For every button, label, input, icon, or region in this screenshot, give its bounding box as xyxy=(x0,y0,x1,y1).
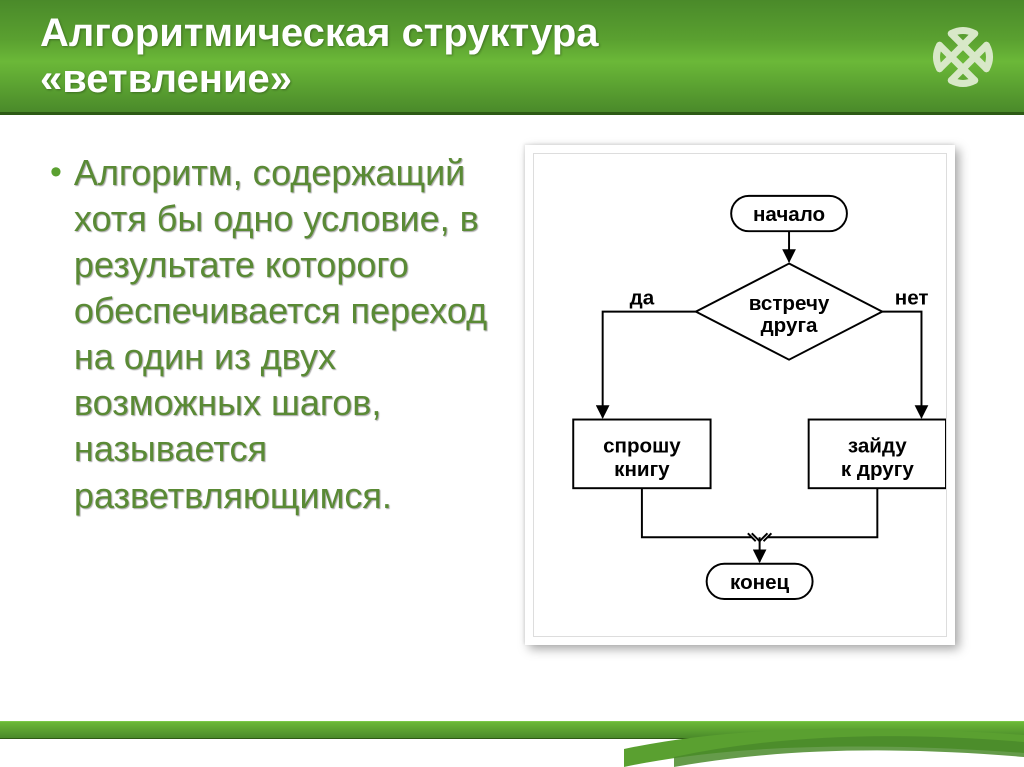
slide-title: Алгоритмическая структура «ветвление» xyxy=(40,10,994,102)
edge-label-yes: да xyxy=(630,287,655,310)
body-text: Алгоритм, содержащий хотя бы одно услови… xyxy=(74,150,510,519)
bullet-marker-icon: • xyxy=(50,152,62,193)
edge-cond-no xyxy=(882,312,921,418)
node-no-label-2: к другу xyxy=(841,458,914,481)
title-line-1: Алгоритмическая структура xyxy=(40,11,599,55)
title-line-2: «ветвление» xyxy=(40,57,292,101)
text-column: • Алгоритм, содержащий хотя бы одно усло… xyxy=(50,145,510,655)
flowchart-container: начало встречу друга да нет спрошу книгу xyxy=(533,153,947,637)
knot-logo-icon xyxy=(924,18,1002,96)
flowchart-panel: начало встречу друга да нет спрошу книгу xyxy=(525,145,955,645)
node-cond-label-1: встречу xyxy=(749,292,830,315)
slide-header: Алгоритмическая структура «ветвление» xyxy=(0,0,1024,115)
node-end-label: конец xyxy=(730,571,790,594)
edge-label-no: нет xyxy=(895,287,929,310)
node-cond-label-2: друга xyxy=(761,314,818,337)
node-yes-label-1: спрошу xyxy=(603,434,681,457)
slide-footer xyxy=(0,707,1024,767)
edge-yes-merge xyxy=(642,488,752,537)
flowchart-svg: начало встречу друга да нет спрошу книгу xyxy=(534,154,946,636)
edge-no-merge xyxy=(767,488,877,537)
slide-content: • Алгоритм, содержащий хотя бы одно усло… xyxy=(0,115,1024,675)
edge-cond-yes xyxy=(603,312,696,418)
node-yes-label-2: книгу xyxy=(614,458,670,481)
footer-curve-icon xyxy=(624,707,1024,767)
bullet-item: • Алгоритм, содержащий хотя бы одно усло… xyxy=(50,150,510,519)
node-start-label: начало xyxy=(753,203,825,226)
node-no-label-1: зайду xyxy=(848,434,907,457)
